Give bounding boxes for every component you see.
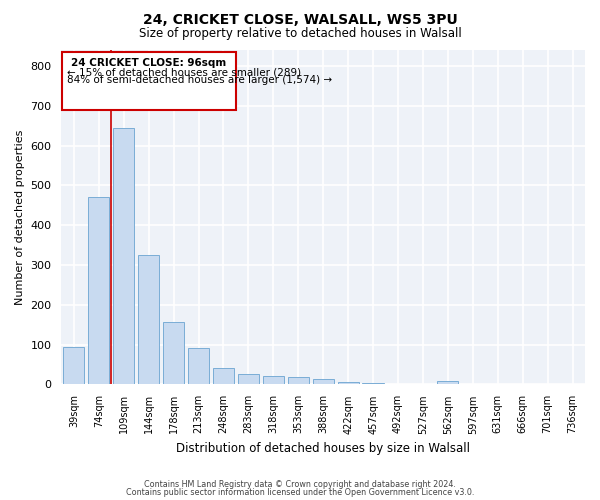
Bar [63, 346, 85, 385]
Bar [138, 255, 159, 384]
Bar [88, 198, 109, 384]
Bar [362, 383, 383, 384]
Bar [338, 382, 359, 384]
Text: 24, CRICKET CLOSE, WALSALL, WS5 3PU: 24, CRICKET CLOSE, WALSALL, WS5 3PU [143, 12, 457, 26]
Bar [287, 378, 309, 384]
X-axis label: Distribution of detached houses by size in Walsall: Distribution of detached houses by size … [176, 442, 470, 455]
Bar [113, 128, 134, 384]
Bar [263, 376, 284, 384]
Bar [437, 382, 458, 384]
Bar [213, 368, 234, 384]
Y-axis label: Number of detached properties: Number of detached properties [15, 130, 25, 305]
Bar [188, 348, 209, 385]
FancyBboxPatch shape [62, 52, 236, 110]
Text: ← 15% of detached houses are smaller (289): ← 15% of detached houses are smaller (28… [67, 67, 301, 77]
Text: Contains public sector information licensed under the Open Government Licence v3: Contains public sector information licen… [126, 488, 474, 497]
Bar [163, 322, 184, 384]
Text: Contains HM Land Registry data © Crown copyright and database right 2024.: Contains HM Land Registry data © Crown c… [144, 480, 456, 489]
Text: Size of property relative to detached houses in Walsall: Size of property relative to detached ho… [139, 28, 461, 40]
Text: 24 CRICKET CLOSE: 96sqm: 24 CRICKET CLOSE: 96sqm [71, 58, 227, 68]
Bar [238, 374, 259, 384]
Bar [313, 380, 334, 384]
Text: 84% of semi-detached houses are larger (1,574) →: 84% of semi-detached houses are larger (… [67, 75, 332, 85]
